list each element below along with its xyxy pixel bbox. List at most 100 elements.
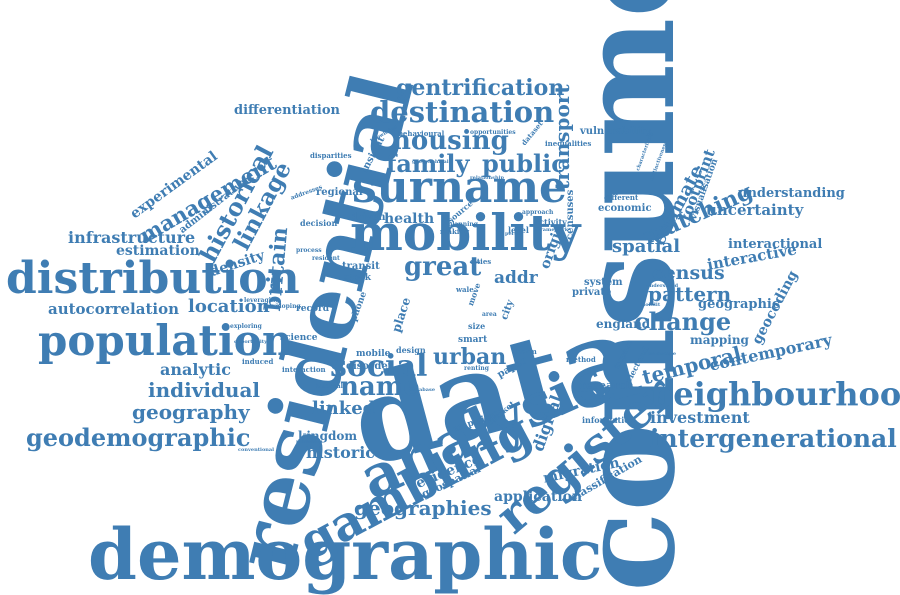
word-census: census: [652, 262, 725, 284]
word-planning: planning: [448, 221, 478, 228]
word-family: family: [386, 149, 470, 178]
word-interactive: interactive: [705, 240, 799, 274]
word-addr: addr: [494, 268, 538, 288]
word-resident: resident: [312, 255, 340, 262]
word-differentiation: differentiation: [234, 103, 340, 118]
word-inequalities: inequalities: [545, 139, 592, 148]
word-interactional: interactional: [728, 237, 823, 252]
word-geography: geography: [132, 400, 250, 424]
word-cities: cities: [470, 257, 492, 266]
word-demographic: demographic: [88, 513, 603, 595]
word-induced: induced: [242, 357, 274, 366]
word-individual: individual: [148, 378, 261, 402]
word-decision: decision: [300, 218, 338, 228]
word-modeling: modeling: [296, 439, 323, 445]
word-mobility: mobility: [350, 203, 581, 262]
word-geographical: geographical: [412, 159, 449, 165]
word-approach: approach: [522, 209, 554, 216]
word-pattern: pattern: [648, 282, 732, 306]
word-location: location: [188, 296, 270, 317]
word-spatial: spatial: [612, 236, 681, 257]
word-social: social: [330, 349, 428, 384]
word-record: record: [296, 304, 329, 314]
word-public: public: [482, 149, 566, 178]
word-regional: regional: [316, 187, 363, 198]
word-developing: developing: [264, 303, 301, 310]
word-historic: historic: [306, 443, 376, 462]
word-health: health: [384, 211, 435, 227]
word-harm: harm: [516, 347, 537, 356]
word-analytic: analytic: [160, 360, 231, 379]
word-understanding: understanding: [738, 186, 845, 201]
word-exploring: exploring: [230, 323, 262, 330]
word-infrastructure: infrastructure: [68, 228, 196, 247]
word-different: different: [604, 193, 639, 202]
word-economic: economic: [598, 203, 652, 214]
word-disparities: disparities: [310, 151, 352, 160]
word-research: research: [580, 379, 634, 392]
word-disorder: disorder: [346, 361, 393, 372]
word-database: database: [410, 387, 436, 393]
word-estimation: estimation: [116, 243, 200, 259]
word-system: system: [584, 277, 623, 288]
word-geographic: geographic: [698, 297, 780, 312]
word-application: application: [494, 489, 583, 505]
word-mobilit: mobilit: [640, 302, 661, 308]
word-change: change: [634, 307, 732, 336]
word-design: design: [396, 345, 426, 355]
word-information: information: [582, 415, 636, 425]
word-name: name: [340, 372, 420, 402]
word-investment: investment: [650, 408, 750, 427]
word-level: level: [508, 225, 529, 235]
word-neighbourhood: neighbourhood: [650, 375, 900, 413]
word-transit: transit: [342, 261, 380, 272]
word-opportunities: opportunities: [470, 129, 516, 136]
word-autocorrelation: autocorrelation: [48, 300, 180, 318]
word-england: england: [596, 317, 651, 331]
word-activity: activity: [534, 217, 567, 227]
word-landscape: landscape: [648, 351, 677, 357]
word-relationship: relationship: [470, 175, 504, 181]
word-area: area: [482, 311, 497, 318]
word-transport: transport: [550, 84, 574, 190]
word-making: making: [440, 227, 470, 236]
word-place: place: [389, 295, 414, 335]
word-method: method: [566, 355, 596, 364]
word-behavioural: behavioural: [398, 129, 445, 138]
word-uncertainty: uncertainty: [706, 201, 804, 219]
word-size: size: [468, 321, 486, 331]
word-mapping: mapping: [690, 333, 749, 347]
word-vulnerability: vulnerability: [580, 126, 652, 137]
word-linked: linked: [312, 398, 376, 419]
word-geographies: geographies: [354, 496, 492, 520]
word-interaction: interaction: [282, 365, 326, 374]
word-opportunity: opportunity: [234, 339, 267, 345]
word-understand: understand: [646, 283, 679, 289]
word-framework: framework: [538, 227, 569, 233]
word-mobile: mobile: [356, 349, 391, 359]
word-leveraging: leveraging: [244, 297, 280, 304]
word-period: period: [505, 231, 524, 237]
word-housing: housing: [392, 126, 509, 156]
word-renting: renting: [464, 365, 489, 372]
word-gentrification: gentrification: [396, 75, 565, 101]
word-geodemographic: geodemographic: [26, 423, 251, 452]
word-conventional: conventional: [238, 447, 275, 453]
word-intergenerational: intergenerational: [650, 424, 897, 453]
word-stock: stock: [344, 273, 371, 283]
word-surname: surname: [352, 162, 567, 213]
word-urban: urban: [433, 344, 507, 370]
word-population: population: [38, 316, 293, 365]
word-private: private: [572, 287, 612, 298]
word-smart: smart: [458, 335, 488, 345]
word-driven: driven: [350, 212, 386, 223]
word-wale: wale: [456, 285, 474, 294]
word-process: process: [296, 247, 322, 254]
word-destination: destination: [370, 95, 555, 129]
word-kingdom: kingdom: [298, 429, 358, 443]
word-great: great: [404, 252, 482, 282]
word-internal: internal: [316, 383, 343, 390]
word-distribution: distribution: [6, 253, 300, 304]
word-science: science: [280, 333, 318, 343]
